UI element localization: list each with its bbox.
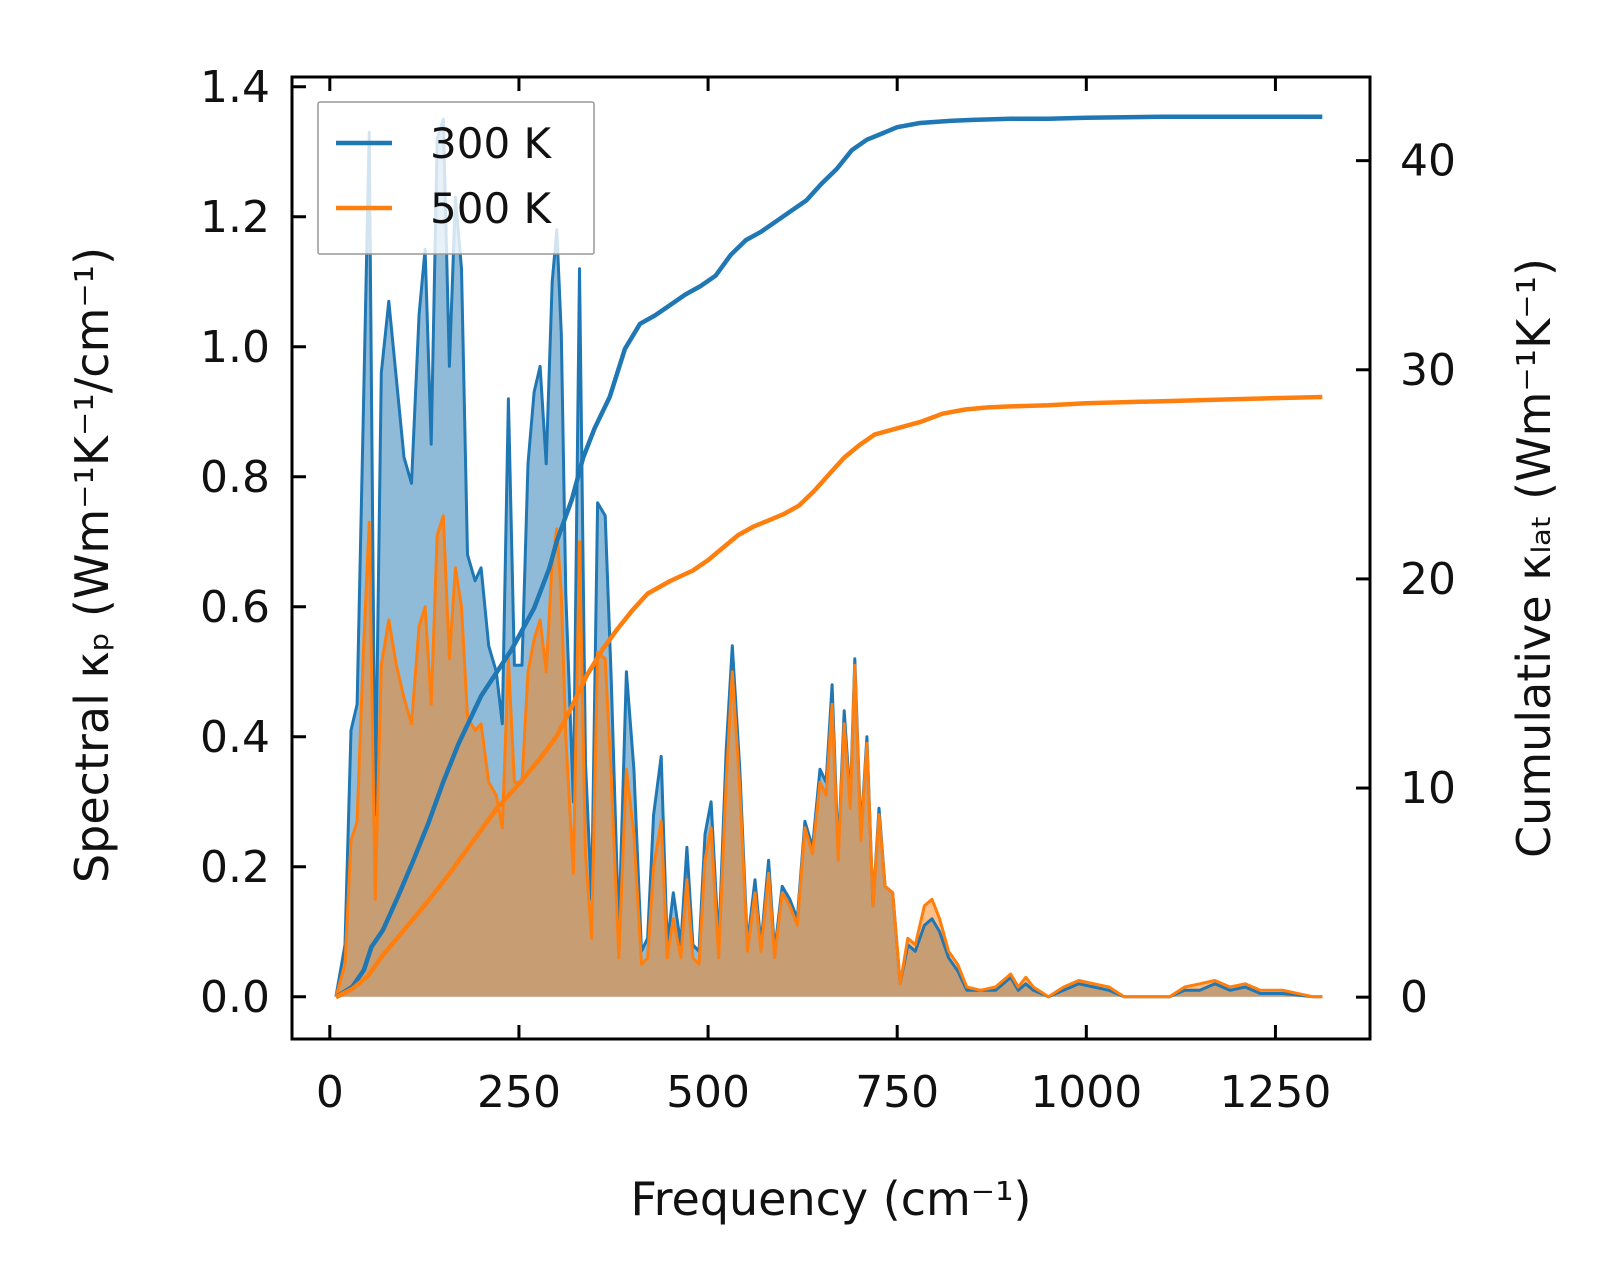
x-tick-label: 500 [666, 1067, 750, 1118]
left-tick-label: 1.2 [200, 192, 270, 243]
legend-label-300k: 300 K [430, 119, 553, 168]
x-axis-ticks: 0 250 500 750 1000 1250 [316, 77, 1331, 1118]
left-axis-ticks: 0.0 0.2 0.4 0.6 0.8 1.0 1.2 1.4 [200, 62, 306, 1023]
plot-frame [290, 75, 1372, 1041]
legend-box [317, 101, 595, 255]
legend-label-500k: 500 K [430, 184, 553, 233]
cumulative-line-500k [334, 394, 1323, 1000]
x-tick-label: 750 [855, 1067, 939, 1118]
left-tick-label: 0.8 [200, 452, 270, 503]
cumulative-line-300k [334, 114, 1323, 1000]
left-tick-label: 1.4 [200, 62, 270, 113]
right-tick-label: 30 [1400, 345, 1456, 396]
left-axis-title: Spectral κₚ (Wm⁻¹K⁻¹/cm⁻¹) [65, 247, 119, 883]
left-tick-label: 0.6 [200, 582, 270, 633]
right-axis-title: Cumulative κₗₐₜ (Wm⁻¹K⁻¹) [1507, 258, 1561, 858]
left-tick-label: 0.4 [200, 712, 270, 763]
spectral-lines [334, 117, 1323, 999]
right-axis-ticks: 0 10 20 30 40 [1356, 136, 1456, 1023]
legend: 300 K 500 K [317, 101, 595, 255]
right-tick-label: 0 [1400, 972, 1428, 1023]
right-tick-label: 40 [1400, 136, 1456, 187]
left-tick-label: 0.2 [200, 842, 270, 893]
x-tick-label: 250 [477, 1067, 561, 1118]
left-tick-label: 0.0 [200, 972, 270, 1023]
x-axis-title: Frequency (cm⁻¹) [631, 1172, 1032, 1226]
spectral-line-500k [334, 514, 1323, 999]
x-tick-label: 1250 [1219, 1067, 1331, 1118]
x-tick-label: 1000 [1030, 1067, 1142, 1118]
left-tick-label: 1.0 [200, 322, 270, 373]
right-tick-label: 20 [1400, 554, 1456, 605]
right-tick-label: 10 [1400, 763, 1456, 814]
cumulative-lines [334, 114, 1323, 1000]
x-tick-label: 0 [316, 1067, 344, 1118]
